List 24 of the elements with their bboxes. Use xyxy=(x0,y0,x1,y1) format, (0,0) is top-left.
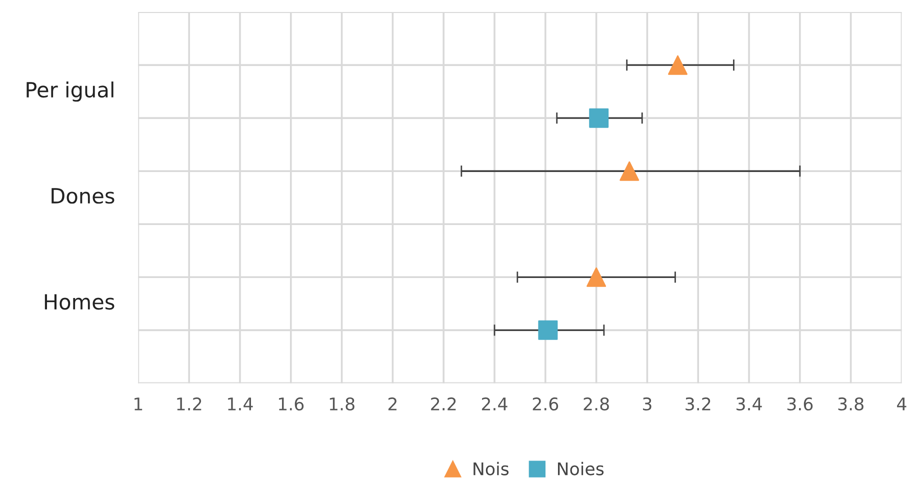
y-tick-label: Dones xyxy=(52,188,114,204)
x-tick-label: 4 xyxy=(897,398,906,410)
x-tick-label: 1.8 xyxy=(330,397,354,411)
point xyxy=(668,55,688,75)
point xyxy=(620,161,640,181)
x-tick-label: 1.4 xyxy=(228,398,253,410)
x-tick-label: 3.8 xyxy=(838,397,864,411)
x-tick-label: 3.2 xyxy=(686,397,710,411)
x-tick-label: 2.6 xyxy=(532,397,558,411)
x-tick-label: 2 xyxy=(388,397,396,410)
x-tick-label: 2.2 xyxy=(431,397,456,410)
y-tick-label: Homes xyxy=(44,294,114,310)
y-tick-label: Per igual xyxy=(26,82,114,102)
point xyxy=(586,267,606,287)
x-tick-label: 1 xyxy=(134,398,142,410)
legend-label: Nois xyxy=(474,462,509,476)
legend-label: Noies xyxy=(558,462,604,476)
x-tick-label: 3.4 xyxy=(736,397,762,411)
x-tick-label: 2.4 xyxy=(482,397,508,410)
x-tick-label: 3 xyxy=(643,397,652,411)
x-tick-label: 3.6 xyxy=(787,397,813,411)
x-tick-label: 1.6 xyxy=(278,397,304,411)
x-tick-label: 2.8 xyxy=(584,397,609,411)
x-tick-label: 1.2 xyxy=(177,397,202,410)
